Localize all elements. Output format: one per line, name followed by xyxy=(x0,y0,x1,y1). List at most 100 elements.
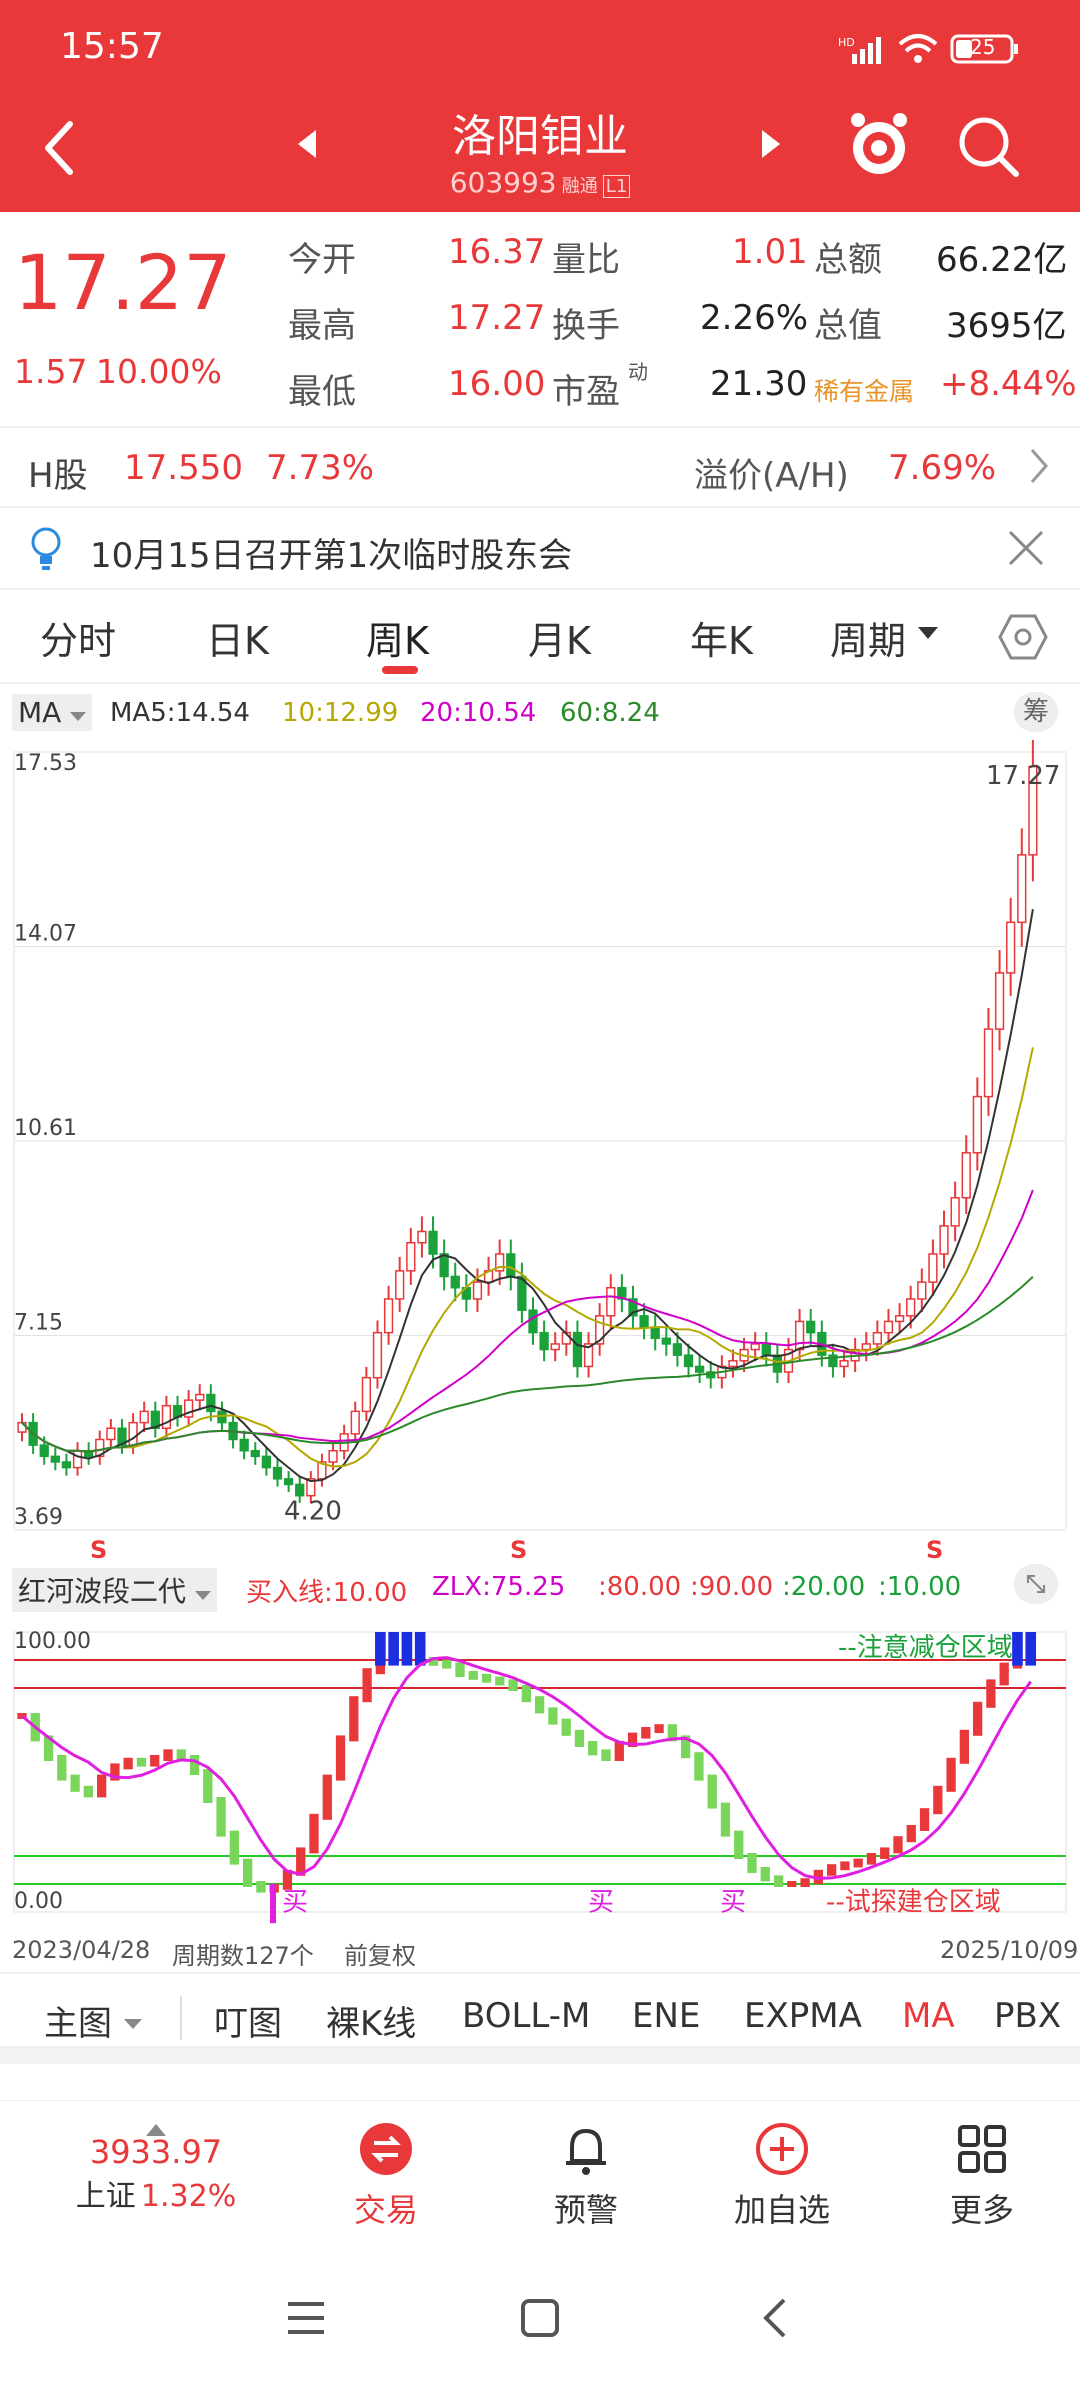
osc-bar xyxy=(508,1679,518,1691)
candlestick-chart[interactable]: 17.53 14.07 10.61 7.15 3.69 17.27 4.20 S S S xyxy=(0,740,1080,1560)
vol-ratio-value: 1.01 xyxy=(732,232,808,272)
back-icon[interactable] xyxy=(40,118,80,178)
expand-icon[interactable] xyxy=(1014,1564,1058,1604)
osc-bar xyxy=(455,1662,465,1677)
sector-value[interactable]: +8.44% xyxy=(940,364,1077,404)
indicator-tab-boll[interactable]: BOLL-M xyxy=(462,1996,591,2036)
nav-add-watchlist[interactable]: 加自选 xyxy=(712,2121,852,2231)
candle-body xyxy=(428,1230,438,1255)
next-stock-icon[interactable] xyxy=(758,128,782,160)
candle-body xyxy=(106,1427,116,1441)
y-tick-label: 10.61 xyxy=(14,1116,77,1141)
osc-bar xyxy=(588,1741,598,1756)
osc-bar xyxy=(322,1774,332,1820)
candle-body xyxy=(506,1253,516,1278)
candle-body xyxy=(661,1337,671,1345)
ma5-value: MA5:14.54 xyxy=(110,698,250,728)
ma-line-60 xyxy=(21,1276,1034,1453)
osc-bar xyxy=(362,1668,372,1703)
candle-body xyxy=(139,1410,149,1424)
nav-more[interactable]: 更多 xyxy=(912,2121,1052,2231)
candle-body xyxy=(1028,765,1038,856)
buy-line-value: 买入线:10.00 xyxy=(246,1578,408,1608)
prev-stock-icon[interactable] xyxy=(296,128,320,160)
buy-zone-label: --试探建仓区域 xyxy=(826,1887,1001,1917)
svg-text:HD: HD xyxy=(838,36,855,49)
warn-block xyxy=(388,1632,399,1666)
candle-body xyxy=(272,1466,283,1480)
osc-bar xyxy=(176,1749,186,1761)
back-nav-icon[interactable] xyxy=(760,2296,790,2344)
nav-alert[interactable]: 预警 xyxy=(516,2121,656,2231)
indicator-tab-ma[interactable]: MA xyxy=(902,1996,955,2036)
osc-bar xyxy=(189,1755,200,1775)
tab-monthly-k[interactable]: 月K xyxy=(528,619,591,663)
indicator-tab-ene[interactable]: ENE xyxy=(632,1996,701,2036)
osc-bar xyxy=(773,1875,784,1887)
tab-daily-k[interactable]: 日K xyxy=(206,619,269,663)
buy-marker: 买 xyxy=(282,1887,308,1917)
candle-body xyxy=(517,1275,527,1311)
osc-bar xyxy=(654,1724,664,1733)
candle-body xyxy=(639,1315,649,1328)
candle-body xyxy=(906,1298,916,1317)
status-time: 15:57 xyxy=(60,26,164,67)
amount-label: 总额 xyxy=(814,240,882,280)
candle-body xyxy=(328,1449,338,1463)
candle-body xyxy=(250,1449,260,1458)
tab-timeshare[interactable]: 分时 xyxy=(40,619,117,663)
gray-band xyxy=(0,2046,1080,2064)
indicator-tab-expma[interactable]: EXPMA xyxy=(744,1996,862,2036)
indicator-tab-main[interactable]: 主图 xyxy=(44,2004,112,2044)
mascot-icon[interactable] xyxy=(846,108,912,180)
osc-bar xyxy=(906,1825,916,1843)
search-icon[interactable] xyxy=(956,114,1020,178)
tab-yearly-k[interactable]: 年K xyxy=(690,619,753,663)
ma-selector[interactable]: MA xyxy=(12,694,93,731)
oscillator-chart[interactable]: 100.00 0.00 --注意减仓区域 --试探建仓区域 买 买 买 xyxy=(0,1612,1080,1932)
tab-weekly-k[interactable]: 周K xyxy=(366,619,429,663)
candle-body xyxy=(183,1399,194,1418)
indicator-tab-2[interactable]: 叮图 xyxy=(214,2004,282,2044)
osc-bar xyxy=(123,1757,133,1770)
indicator-selector[interactable]: 红河波段二代 xyxy=(12,1568,217,1612)
candle-body xyxy=(161,1405,172,1430)
candle-body xyxy=(606,1286,616,1317)
candle-body xyxy=(939,1225,949,1255)
sector-label[interactable]: 稀有金属 xyxy=(814,377,915,406)
candle-body xyxy=(1006,921,1016,974)
osc-bar xyxy=(481,1673,492,1683)
battery-level: 25 xyxy=(970,35,996,59)
notice-bar[interactable]: 10月15日召开第1次临时股东会 xyxy=(0,508,1080,588)
settings-hexagon-icon[interactable] xyxy=(998,614,1048,664)
h-share-row[interactable]: H股 17.550 7.73% 溢价(A/H) 7.69% xyxy=(0,428,1080,506)
index-value: 3933.97 xyxy=(89,2133,223,2171)
divider xyxy=(0,1972,1080,1974)
chip-button[interactable]: 筹 xyxy=(1014,692,1058,732)
sell-marker: S xyxy=(90,1536,107,1560)
active-tab-indicator xyxy=(382,666,418,674)
indicator-tab-bare-k[interactable]: 裸K线 xyxy=(326,2004,417,2044)
candle-body xyxy=(150,1410,160,1430)
osc-bar xyxy=(760,1867,770,1882)
price-change-pct: 10.00% xyxy=(96,352,222,391)
nav-trade[interactable]: 交易 xyxy=(316,2121,456,2231)
osc-bar xyxy=(707,1774,717,1809)
tab-period[interactable]: 周期 xyxy=(830,619,907,663)
candle-body xyxy=(572,1331,583,1368)
close-icon[interactable] xyxy=(1008,530,1044,570)
ma60-value: 60:8.24 xyxy=(560,698,660,728)
osc-bar xyxy=(83,1785,94,1798)
menu-icon[interactable] xyxy=(286,2300,326,2340)
system-nav xyxy=(0,2250,1080,2400)
start-date: 2023/04/28 xyxy=(12,1936,151,1964)
candle-body xyxy=(894,1315,905,1323)
adjust-mode[interactable]: 前复权 xyxy=(344,1942,416,1970)
indicator-tab-pbx[interactable]: PBX xyxy=(994,1996,1062,2036)
candle-body xyxy=(195,1393,205,1401)
home-icon[interactable] xyxy=(520,2298,560,2342)
ma-line-MA5 xyxy=(21,909,1034,1483)
quote-panel: 17.27 1.57 10.00% 今开 16.37 量比 1.01 总额 66… xyxy=(0,212,1080,424)
candle-body xyxy=(917,1281,927,1300)
index-ticker[interactable]: 3933.97 上证 1.32% xyxy=(56,2121,256,2215)
